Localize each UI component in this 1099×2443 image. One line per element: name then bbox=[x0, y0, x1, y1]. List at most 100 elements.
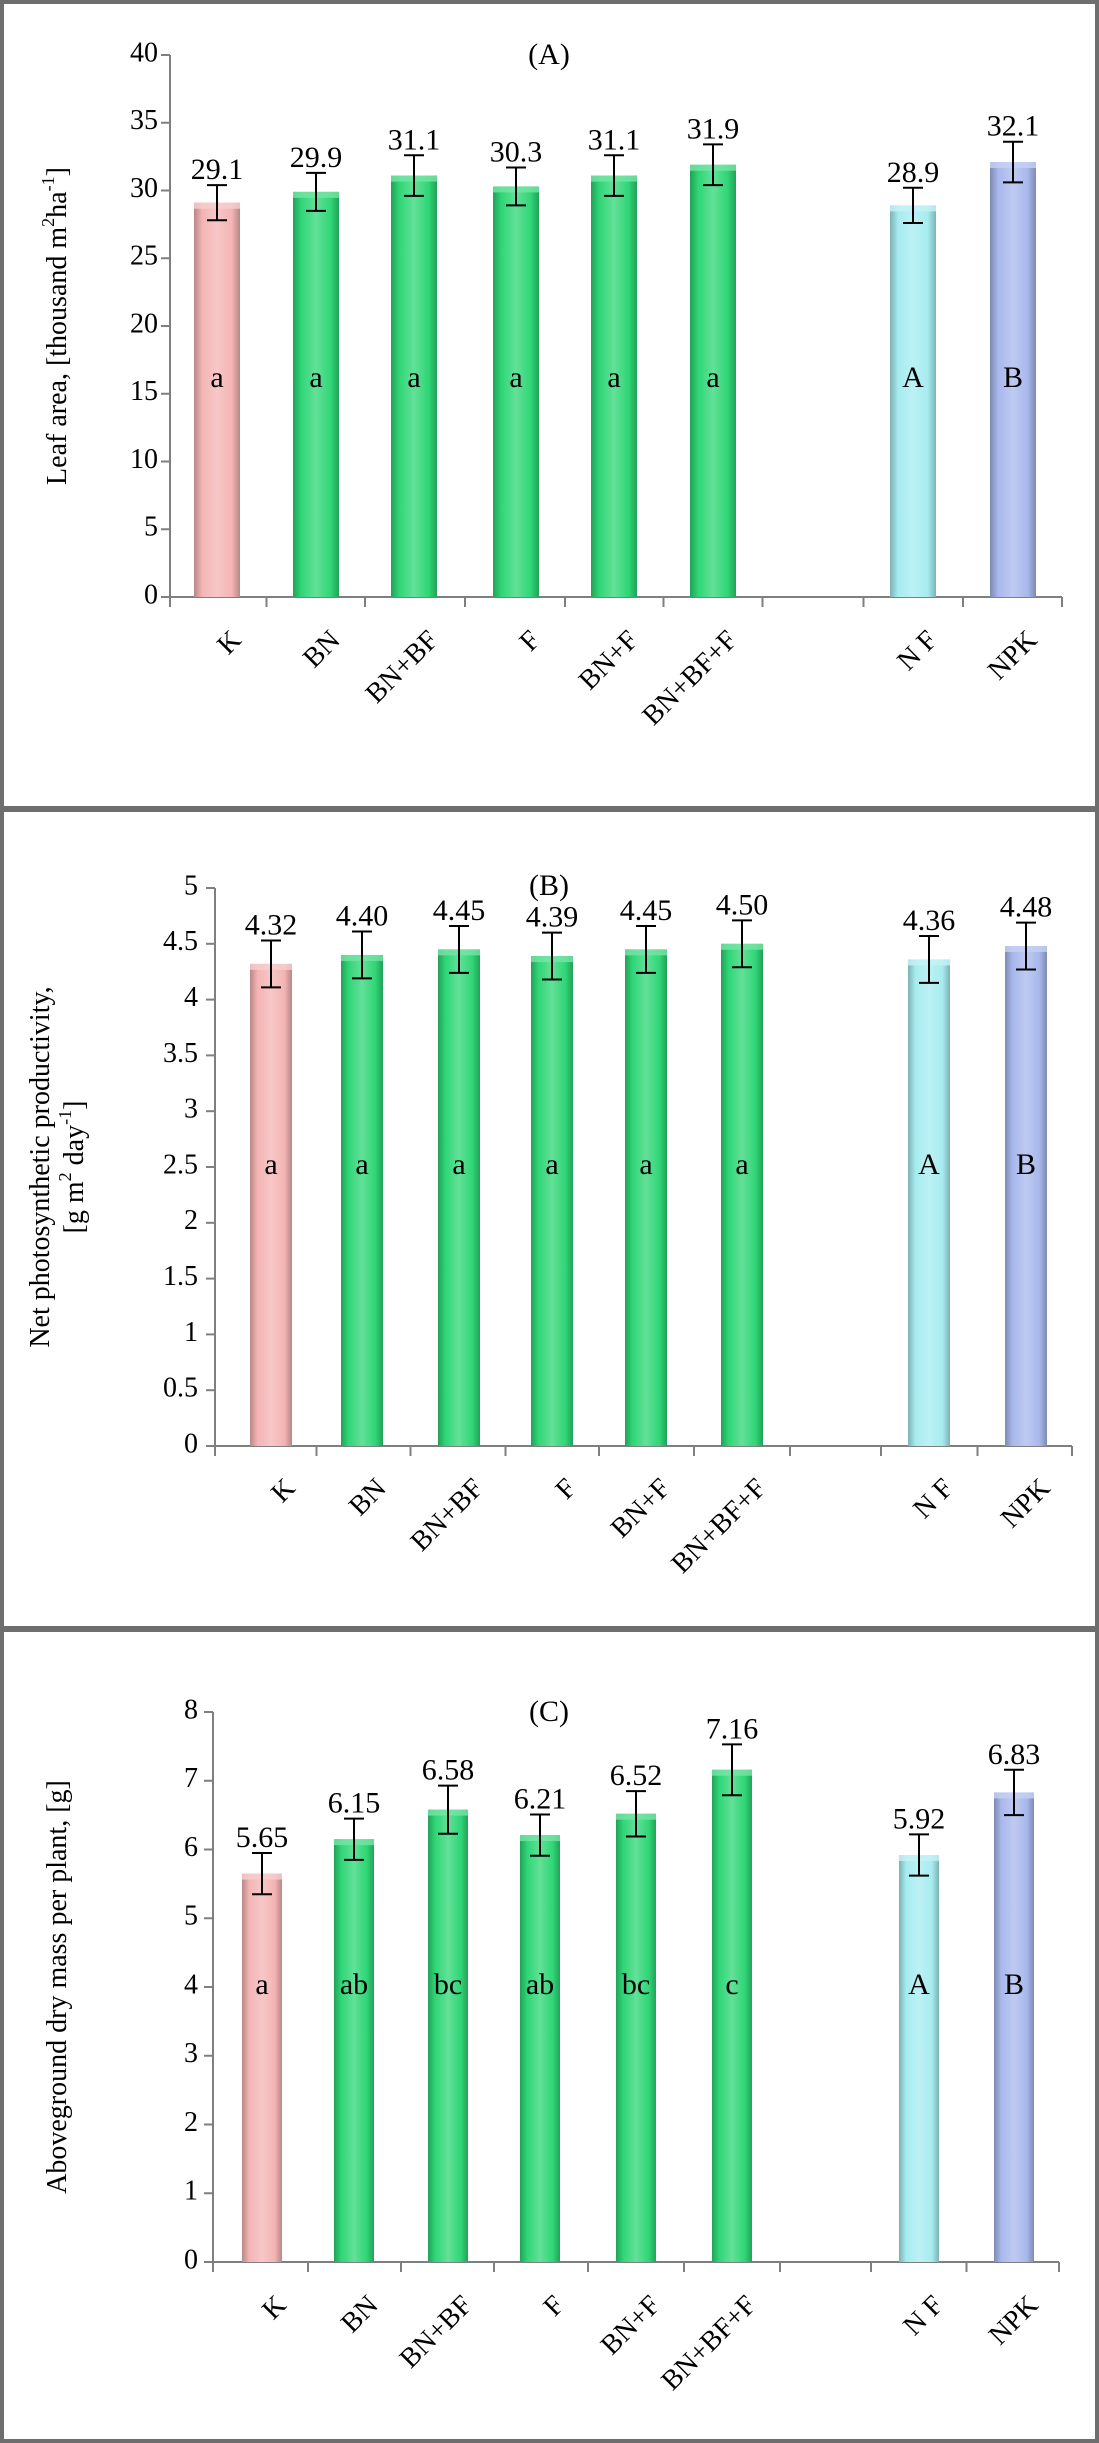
value-label: 6.21 bbox=[514, 1782, 567, 1815]
significance-letter: bc bbox=[434, 1968, 462, 2001]
bar bbox=[391, 175, 437, 597]
bar bbox=[899, 1855, 939, 2262]
bar bbox=[242, 1873, 282, 2262]
bar bbox=[341, 954, 383, 1446]
bar bbox=[690, 164, 736, 597]
bar bbox=[194, 202, 240, 597]
y-tick-label: 4 bbox=[184, 982, 198, 1013]
y-tick-label: 1 bbox=[184, 2176, 198, 2207]
y-tick-label: 3.5 bbox=[163, 1038, 198, 1069]
value-label: 4.40 bbox=[336, 900, 389, 933]
value-label: 4.39 bbox=[526, 901, 579, 934]
y-tick-label: 5 bbox=[184, 1901, 198, 1932]
value-label: 6.58 bbox=[422, 1754, 475, 1787]
significance-letter: ab bbox=[526, 1968, 554, 2001]
category-label: N F bbox=[891, 625, 943, 677]
category-label: BN+BF bbox=[360, 625, 445, 710]
y-tick-label: 0 bbox=[184, 1428, 198, 1459]
significance-letter: a bbox=[210, 361, 223, 394]
category-label: BN+F bbox=[605, 1473, 677, 1545]
value-label: 6.15 bbox=[328, 1787, 381, 1820]
category-label: K bbox=[265, 1473, 301, 1509]
significance-letter: a bbox=[706, 361, 719, 394]
bar bbox=[438, 949, 480, 1446]
y-tick-label: 1 bbox=[184, 1317, 198, 1348]
category-label: BN+BF bbox=[405, 1473, 490, 1558]
significance-letter: B bbox=[1004, 1968, 1024, 2001]
bar bbox=[721, 943, 763, 1446]
chart-title: (C) bbox=[529, 1695, 569, 1728]
bar bbox=[712, 1769, 752, 2262]
significance-letter: a bbox=[607, 361, 620, 394]
significance-letter: a bbox=[264, 1148, 277, 1181]
bar bbox=[1005, 946, 1047, 1446]
bar bbox=[994, 1792, 1034, 2262]
y-tick-label: 3 bbox=[184, 1094, 198, 1125]
bar bbox=[493, 186, 539, 597]
bar bbox=[250, 963, 292, 1446]
bar bbox=[334, 1839, 374, 2262]
y-tick-label: 15 bbox=[130, 376, 158, 407]
significance-letter: a bbox=[735, 1148, 748, 1181]
value-label: 5.92 bbox=[893, 1802, 946, 1835]
bar bbox=[908, 959, 950, 1446]
y-axis-label: Aboveground dry mass per plant, [g] bbox=[42, 1780, 73, 2194]
y-tick-label: 1.5 bbox=[163, 1261, 198, 1292]
category-label: F bbox=[550, 1473, 583, 1506]
value-label: 29.9 bbox=[290, 141, 343, 174]
category-label: K bbox=[211, 625, 247, 661]
value-label: 4.50 bbox=[716, 888, 769, 921]
significance-letter: c bbox=[725, 1968, 738, 2001]
y-tick-label: 5 bbox=[184, 870, 198, 901]
y-tick-label: 35 bbox=[130, 105, 158, 136]
y-tick-label: 7 bbox=[184, 1763, 198, 1794]
value-label: 31.9 bbox=[687, 112, 740, 145]
significance-letter: B bbox=[1003, 361, 1023, 394]
category-label: BN bbox=[335, 2290, 384, 2339]
bar bbox=[591, 175, 637, 597]
value-label: 31.1 bbox=[588, 123, 641, 156]
significance-letter: a bbox=[639, 1148, 652, 1181]
significance-letter: A bbox=[902, 361, 924, 394]
value-label: 28.9 bbox=[887, 156, 940, 189]
bar-chart-svg: (A) Leaf area, [thousand m2ha-1] 0 5 10 15 20 2… bbox=[38, 37, 1063, 732]
y-tick-label: 2 bbox=[184, 2107, 198, 2138]
y-tick-label: 0 bbox=[184, 2244, 198, 2275]
significance-letter: a bbox=[509, 361, 522, 394]
significance-letter: B bbox=[1016, 1148, 1036, 1181]
chart-panel-c: (C) Aboveground dry mass per plant, [g] 0 1… bbox=[0, 1628, 1099, 2443]
y-axis-label: Net photosynthetic productivity, bbox=[25, 986, 56, 1347]
category-label: BN bbox=[343, 1473, 392, 1522]
value-label: 7.16 bbox=[706, 1712, 759, 1745]
category-label: N F bbox=[907, 1473, 959, 1525]
value-label: 6.52 bbox=[610, 1759, 663, 1792]
bar bbox=[293, 191, 339, 598]
value-label: 4.45 bbox=[620, 894, 673, 927]
y-tick-label: 0 bbox=[144, 579, 158, 610]
value-label: 6.83 bbox=[988, 1738, 1041, 1771]
category-label: BN+BF+F bbox=[656, 2290, 763, 2397]
category-label: BN+BF+F bbox=[666, 1473, 773, 1580]
bar bbox=[990, 162, 1036, 598]
chart-panel-b: (B) Net photosynthetic productivity, [g m2… bbox=[0, 808, 1099, 1630]
value-label: 4.36 bbox=[903, 904, 956, 937]
y-tick-label: 3 bbox=[184, 2038, 198, 2069]
y-tick-label: 5 bbox=[144, 512, 158, 543]
category-label: N F bbox=[897, 2290, 949, 2342]
bar bbox=[428, 1809, 468, 2262]
y-tick-label: 4 bbox=[184, 1969, 198, 2000]
category-label: NPK bbox=[983, 2290, 1045, 2352]
significance-letter: a bbox=[545, 1148, 558, 1181]
category-label: F bbox=[514, 625, 547, 658]
bar bbox=[531, 956, 573, 1446]
y-tick-label: 0.5 bbox=[163, 1373, 198, 1404]
significance-letter: a bbox=[355, 1148, 368, 1181]
value-label: 5.65 bbox=[236, 1821, 289, 1854]
value-label: 29.1 bbox=[191, 153, 244, 186]
category-label: NPK bbox=[982, 625, 1044, 687]
significance-letter: a bbox=[407, 361, 420, 394]
bar bbox=[625, 949, 667, 1446]
y-tick-label: 30 bbox=[130, 173, 158, 204]
chart-panel-a: (A) Leaf area, [thousand m2ha-1] 0 5 10 15 20 2… bbox=[0, 0, 1099, 810]
significance-letter: A bbox=[918, 1148, 940, 1181]
